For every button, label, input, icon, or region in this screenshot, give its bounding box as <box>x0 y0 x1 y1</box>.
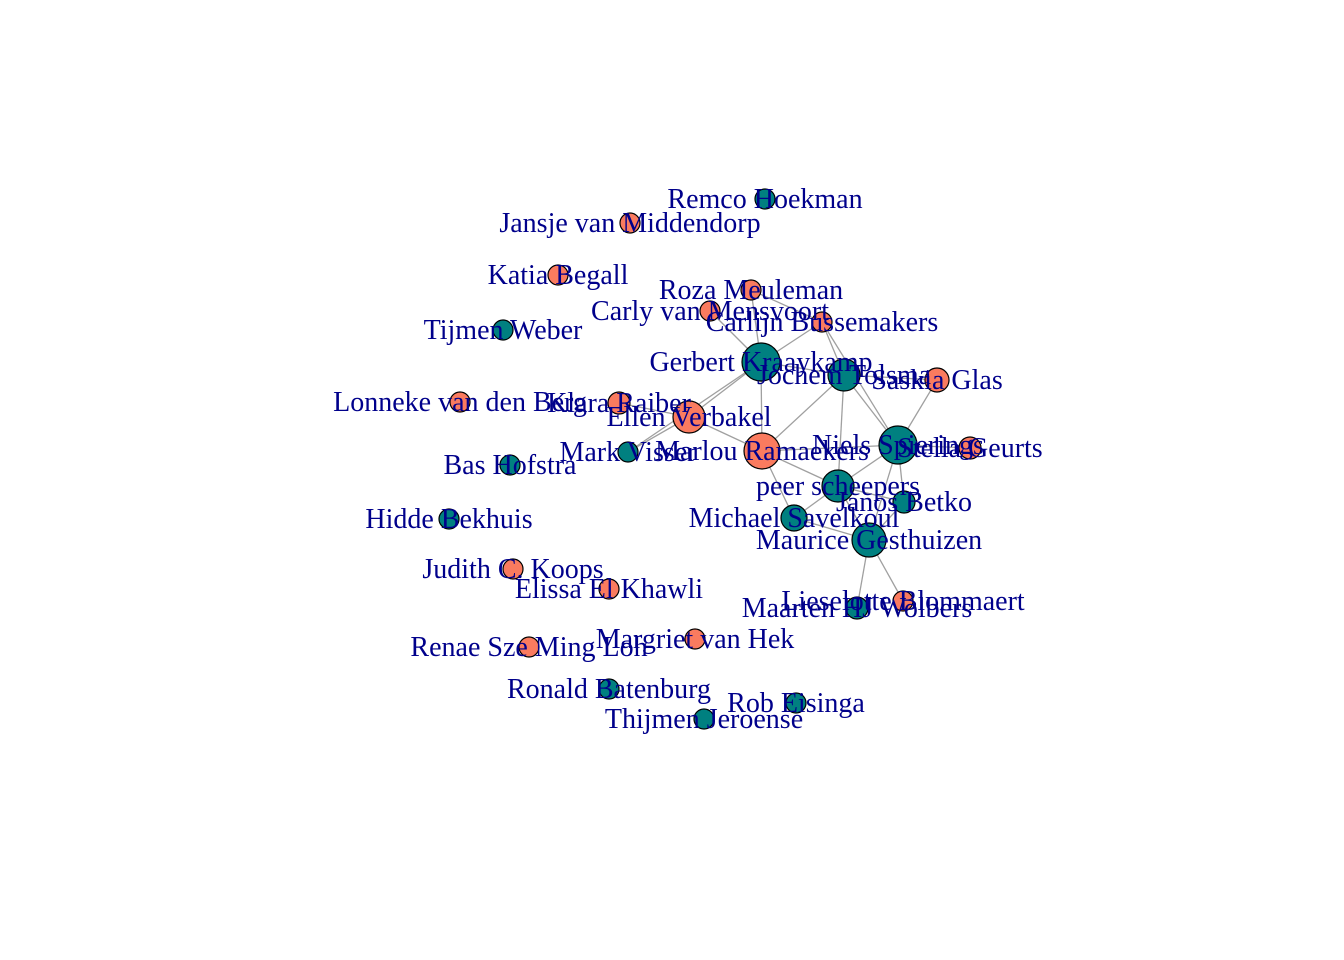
node-michael <box>780 504 808 532</box>
node-label-janos: Janos Betko <box>836 487 972 518</box>
edge-jochem-marlou <box>761 374 845 452</box>
node-hidde <box>438 508 460 530</box>
edge-marlou-niels <box>761 444 899 452</box>
node-label-tijmen: Tijmen Weber <box>424 315 583 346</box>
node-remco <box>754 188 776 210</box>
node-label-peer: peer scheepers <box>756 471 920 502</box>
node-tijmen <box>492 319 514 341</box>
node-peer <box>821 469 855 503</box>
node-label-niels: Niels Spierings <box>812 430 984 461</box>
node-label-jansje: Jansje van Middendorp <box>499 208 760 239</box>
node-layer <box>438 188 982 730</box>
node-stella <box>958 436 982 460</box>
node-mark <box>617 441 639 463</box>
node-label-roza: Roza Meuleman <box>659 275 843 306</box>
node-ellen <box>672 400 706 434</box>
node-label-maurice: Maurice Gesthuizen <box>756 525 982 556</box>
edge-carlijn-niels <box>821 321 899 446</box>
node-label-margriet: Margriet van Hek <box>596 624 795 655</box>
node-label-michael: Michael Savelkoul <box>689 503 900 534</box>
node-maurice <box>851 522 887 558</box>
node-label-elissa: Elissa El Khawli <box>515 574 703 605</box>
node-label-ronald: Ronald Batenburg <box>507 674 711 705</box>
node-janos <box>892 490 916 514</box>
node-label-judith: Judith C. Koops <box>422 554 603 585</box>
node-label-maarten: Maarten HJ Wolbers <box>742 593 973 624</box>
node-label-carlijn: Carlijn Bussemakers <box>706 307 939 338</box>
node-saskia <box>924 367 950 393</box>
node-katia <box>547 264 569 286</box>
node-niels <box>878 425 918 465</box>
node-maarten <box>845 596 869 620</box>
node-label-carly: Carly van Mensvoort <box>591 296 829 327</box>
node-rob <box>785 692 807 714</box>
node-label-saskia: Saskia Glas <box>871 365 1002 396</box>
node-carly <box>699 300 721 322</box>
node-lonneke <box>449 391 471 413</box>
node-label-bas: Bas Hofstra <box>444 450 578 481</box>
node-label-thijmen: Thijmen Jeroense <box>605 704 803 735</box>
node-roza <box>740 279 762 301</box>
node-elissa <box>598 578 620 600</box>
node-label-remco: Remco Hoekman <box>667 184 862 215</box>
node-label-gerbert: Gerbert Kraaykamp <box>649 347 872 378</box>
node-label-hidde: Hidde Bekhuis <box>365 504 532 535</box>
node-label-jochem: Jochem Tolsma <box>757 360 932 391</box>
node-label-rob: Rob Eisinga <box>727 688 865 719</box>
node-label-stella: Stella Geurts <box>897 433 1042 464</box>
node-label-mark: Mark Visser <box>559 437 697 468</box>
node-jochem <box>827 358 861 392</box>
node-carlijn <box>811 311 833 333</box>
node-label-lieselotte: Lieselotte Blommaert <box>781 586 1025 617</box>
node-ronald <box>598 678 620 700</box>
edge-jochem-peer <box>837 374 845 487</box>
node-klara <box>607 391 631 415</box>
node-thijmen <box>693 708 715 730</box>
node-renae <box>518 636 540 658</box>
node-lieselotte <box>892 590 914 612</box>
node-judith <box>502 558 524 580</box>
node-margriet <box>684 628 706 650</box>
node-label-renae: Renae Sze Ming Loh <box>410 632 647 663</box>
node-label-ellen: Ellen Verbakel <box>606 402 771 433</box>
node-label-klara: Klara Raiber <box>547 388 691 419</box>
node-label-lonneke: Lonneke van den Berg <box>333 387 587 418</box>
node-bas <box>499 454 521 476</box>
edge-roza-carlijn <box>750 289 823 323</box>
node-jansje <box>619 212 641 234</box>
node-gerbert <box>741 342 781 382</box>
node-label-marlou: Marlou Ramaekers <box>655 436 869 467</box>
node-marlou <box>743 432 781 470</box>
node-label-katia: Katia Begall <box>488 260 629 291</box>
